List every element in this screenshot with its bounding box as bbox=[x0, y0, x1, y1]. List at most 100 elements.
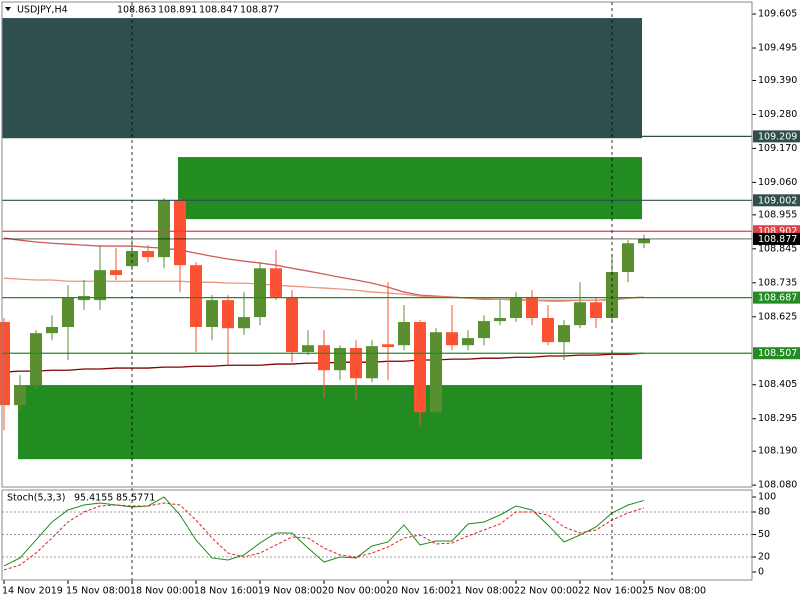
x-tick-label: 15 Nov 08:00 bbox=[66, 586, 130, 597]
candle-body bbox=[526, 297, 538, 319]
x-tick-label: 21 Nov 08:00 bbox=[450, 586, 514, 597]
candle-body bbox=[430, 332, 442, 413]
candle-body bbox=[254, 268, 266, 318]
y-tick-label: 108.080 bbox=[758, 480, 797, 491]
x-tick-label: 20 Nov 16:00 bbox=[386, 586, 450, 597]
candle-body bbox=[574, 302, 586, 326]
y-tick-label: 0 bbox=[758, 566, 764, 577]
price-label-box bbox=[753, 232, 800, 245]
candle-body bbox=[30, 333, 42, 386]
ohlc-close: 108.877 bbox=[240, 5, 279, 16]
zone bbox=[2, 18, 642, 139]
y-tick-label: 108.955 bbox=[758, 209, 797, 220]
candle-body bbox=[238, 317, 250, 329]
candle-body bbox=[398, 322, 410, 346]
x-tick-label: 22 Nov 00:00 bbox=[514, 586, 578, 597]
candle-body bbox=[0, 322, 10, 406]
candle-body bbox=[638, 238, 650, 244]
y-tick-label: 109.390 bbox=[758, 75, 797, 86]
stoch-line bbox=[3, 496, 645, 567]
price-label: 109.002 bbox=[758, 195, 797, 206]
y-tick-label: 80 bbox=[758, 506, 770, 517]
y-tick-label: 108.625 bbox=[758, 311, 797, 322]
y-tick-label: 108.735 bbox=[758, 277, 797, 288]
y-tick-label: 108.295 bbox=[758, 413, 797, 424]
candle-body bbox=[174, 200, 186, 266]
ohlc-low: 108.847 bbox=[199, 5, 238, 16]
background-layer bbox=[2, 18, 642, 460]
y-tick-label: 20 bbox=[758, 551, 770, 562]
candle-body bbox=[414, 322, 426, 413]
candle-body bbox=[558, 325, 570, 343]
candle-body bbox=[302, 345, 314, 353]
candle-body bbox=[478, 321, 490, 339]
stoch-title: Stoch(5,3,3) bbox=[7, 493, 65, 504]
candle-body bbox=[126, 250, 138, 267]
candle-body bbox=[222, 300, 234, 329]
stoch-main-value: 95.4155 bbox=[74, 493, 113, 504]
price-label: 108.687 bbox=[758, 293, 797, 304]
candle-body bbox=[110, 270, 122, 276]
candle-body bbox=[318, 345, 330, 371]
candle-body bbox=[270, 268, 282, 298]
chart-title: USDJPY,H4 bbox=[17, 5, 68, 16]
x-tick-label: 25 Nov 08:00 bbox=[642, 586, 706, 597]
price-label-box bbox=[753, 194, 800, 207]
zone bbox=[178, 157, 642, 220]
candle-body bbox=[350, 347, 362, 379]
x-tick-label: 14 Nov 2019 bbox=[2, 586, 63, 597]
candle-body bbox=[606, 271, 618, 319]
foreground-layer: 109.605 109.495 109.390 109.280 109.170 109.0… bbox=[0, 9, 800, 597]
y-tick-label: 50 bbox=[758, 529, 770, 540]
candle-body bbox=[142, 250, 154, 258]
y-tick-label: 109.060 bbox=[758, 177, 797, 188]
candle-body bbox=[462, 338, 474, 346]
x-tick-label: 18 Nov 16:00 bbox=[194, 586, 258, 597]
menu-arrow[interactable] bbox=[5, 7, 11, 11]
candle-body bbox=[494, 318, 506, 322]
y-tick-label: 100 bbox=[758, 491, 776, 502]
y-tick-label: 108.190 bbox=[758, 446, 797, 457]
y-tick-label: 109.605 bbox=[758, 9, 797, 20]
y-tick-label: 109.170 bbox=[758, 143, 797, 154]
price-label: 108.877 bbox=[758, 234, 797, 245]
zone bbox=[18, 385, 642, 460]
candle-body bbox=[62, 297, 74, 327]
ohlc-open: 108.863 bbox=[117, 5, 156, 16]
stoch-signal-value: 85.5771 bbox=[116, 493, 155, 504]
price-label: 108.902 bbox=[758, 226, 797, 237]
x-tick-label: 19 Nov 08:00 bbox=[258, 586, 322, 597]
candle-body bbox=[206, 300, 218, 327]
x-tick-label: 18 Nov 00:00 bbox=[130, 586, 194, 597]
main-pane-border bbox=[1, 1, 753, 488]
y-tick-label: 108.405 bbox=[758, 379, 797, 390]
candle-body bbox=[94, 270, 106, 301]
ohlc-high: 108.891 bbox=[158, 5, 197, 16]
candle-body bbox=[334, 347, 346, 371]
candle-body bbox=[46, 326, 58, 334]
x-tick-label: 22 Nov 16:00 bbox=[578, 586, 642, 597]
price-label-box bbox=[753, 291, 800, 304]
stoch-line bbox=[3, 502, 645, 571]
candle-body bbox=[14, 385, 26, 406]
stoch-pane-border bbox=[1, 489, 753, 581]
candle-body bbox=[622, 243, 634, 272]
candle-body bbox=[446, 332, 458, 346]
candle-body bbox=[382, 344, 394, 348]
price-label-box bbox=[753, 130, 800, 143]
candle-body bbox=[366, 346, 378, 379]
price-label: 109.209 bbox=[758, 131, 797, 142]
price-label: 108.507 bbox=[758, 348, 797, 359]
candle-body bbox=[286, 297, 298, 353]
candle-body bbox=[590, 302, 602, 319]
y-tick-label: 109.280 bbox=[758, 109, 797, 120]
candle-body bbox=[190, 265, 202, 327]
candle-body bbox=[158, 200, 170, 258]
price-label-box bbox=[753, 347, 800, 360]
candle-body bbox=[542, 318, 554, 343]
y-tick-label: 109.495 bbox=[758, 43, 797, 54]
candle-body bbox=[510, 297, 522, 319]
x-tick-label: 20 Nov 00:00 bbox=[322, 586, 386, 597]
